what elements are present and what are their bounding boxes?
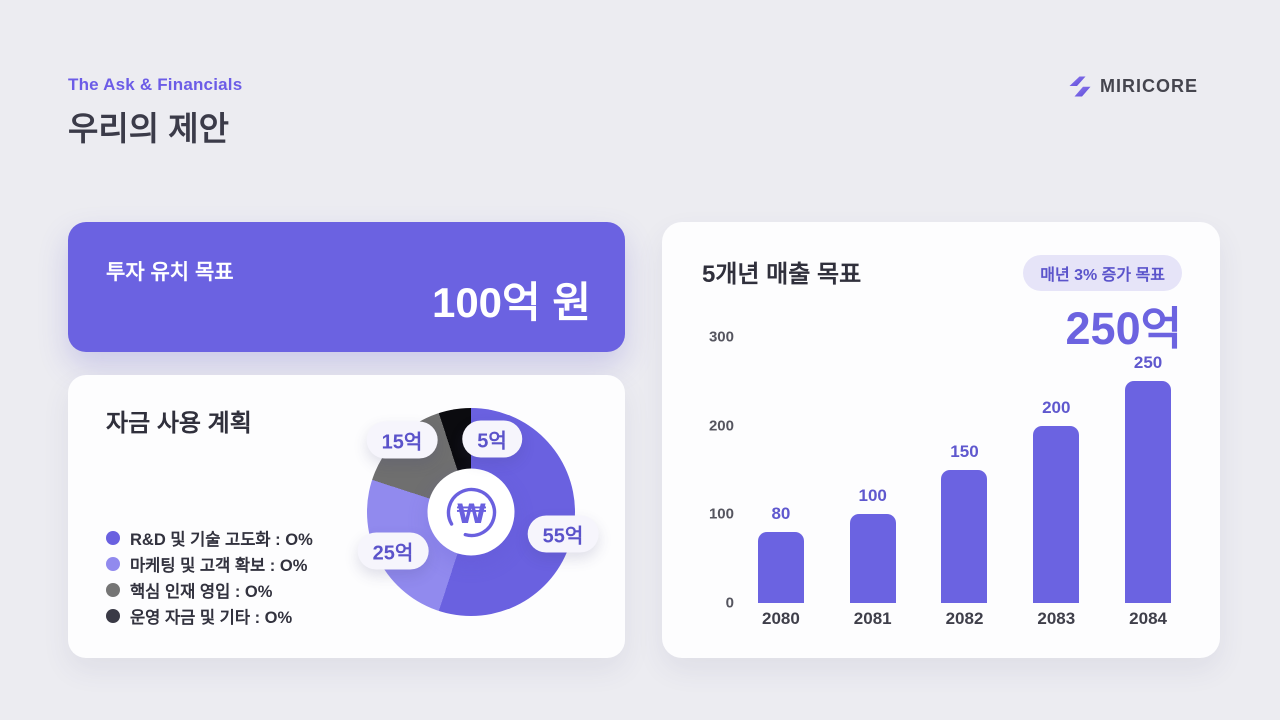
bar-area: 150	[919, 327, 1011, 603]
bar	[757, 532, 804, 603]
bar-column: 80 2080	[735, 327, 827, 629]
svg-text:₩: ₩	[456, 499, 486, 530]
x-axis-label: 2082	[945, 609, 984, 628]
bar-column: 100 2081	[827, 327, 919, 629]
bar-value-label: 200	[1042, 397, 1071, 417]
legend-dot	[106, 583, 120, 597]
pie-value-pill: 15억	[366, 421, 438, 459]
legend-label: 마케팅 및 고객 확보 : O%	[130, 557, 308, 575]
revenue-highlight-amount: 250억	[1065, 303, 1182, 354]
y-axis-tick: 0	[725, 594, 734, 612]
bar-area: 200	[1010, 327, 1102, 603]
bar-value-label: 100	[858, 486, 887, 506]
bar	[941, 470, 988, 603]
bar-value-label: 250	[1133, 353, 1163, 373]
pie-value-pill: 55억	[527, 515, 599, 553]
bar-column: 250 2084	[1102, 327, 1194, 629]
bar-area: 80	[735, 327, 827, 603]
slide-eyebrow: The Ask & Financials	[68, 75, 243, 94]
pie-legend: R&D 및 기술 고도화 : O% 마케팅 및 고객 확보 : O% 핵심 인재 영…	[106, 525, 313, 629]
y-axis-tick: 200	[708, 417, 734, 435]
revenue-bar-chart: 80 2080 100 2081 150 2082 200 2083 250 2084 300 20…	[702, 327, 1182, 637]
investment-goal-card: 투자 유치 목표 100억 원	[68, 222, 625, 352]
legend-item: 마케팅 및 고객 확보 : O%	[106, 551, 313, 577]
legend-item: 운영 자금 및 기타 : O%	[106, 603, 313, 629]
bar-value-label: 80	[771, 504, 791, 524]
bar-column: 150 2082	[919, 327, 1011, 629]
pie-value-pill: 5억	[462, 420, 522, 458]
funding-plan-card: 자금 사용 계획 R&D 및 기술 고도화 : O% 마케팅 및 고객 확보 : …	[68, 375, 625, 658]
bar-area: 100	[827, 327, 919, 603]
funding-plan-title: 자금 사용 계획	[106, 410, 252, 437]
bar	[849, 514, 896, 603]
legend-dot	[106, 609, 120, 623]
page-title: 우리의 제안	[68, 110, 229, 147]
pie-value-pill: 25억	[357, 532, 429, 570]
brand-logo: MIRICORE	[1068, 76, 1198, 97]
won-currency-icon: ₩	[440, 481, 502, 543]
legend-item: R&D 및 기술 고도화 : O%	[106, 525, 313, 551]
brand-logo-text: MIRICORE	[1100, 76, 1198, 96]
revenue-goal-title: 5개년 매출 목표	[702, 261, 862, 288]
legend-dot	[106, 557, 120, 571]
bar-area: 250	[1102, 327, 1194, 603]
legend-item: 핵심 인재 영입 : O%	[106, 577, 313, 603]
pie-center-circle: ₩	[427, 468, 515, 556]
revenue-goal-card: 5개년 매출 목표 매년 3% 증가 목표 250억 80 2080 100 2081…	[662, 222, 1220, 658]
legend-label: 핵심 인재 영입 : O%	[130, 583, 273, 601]
bar-value-label: 150	[950, 442, 979, 461]
bar	[1033, 425, 1080, 603]
investment-goal-label: 투자 유치 목표	[106, 261, 234, 284]
growth-target-badge: 매년 3% 증가 목표	[1023, 255, 1182, 291]
bar	[1125, 381, 1172, 603]
x-axis-label: 2083	[1037, 609, 1076, 628]
legend-label: R&D 및 기술 고도화 : O%	[130, 531, 313, 549]
x-axis-label: 2084	[1129, 609, 1167, 628]
bar-column: 200 2083	[1010, 327, 1102, 629]
legend-dot	[106, 531, 120, 545]
miricore-logo-icon	[1068, 76, 1092, 97]
x-axis-label: 2081	[853, 609, 892, 628]
y-axis-tick: 300	[708, 328, 734, 346]
bar-columns: 80 2080 100 2081 150 2082 200 2083 250 2084	[735, 327, 1194, 629]
x-axis-label: 2080	[761, 609, 800, 628]
investment-goal-amount: 100억 원	[431, 279, 591, 326]
legend-label: 운영 자금 및 기타 : O%	[130, 609, 293, 627]
y-axis-tick: 100	[708, 505, 734, 523]
